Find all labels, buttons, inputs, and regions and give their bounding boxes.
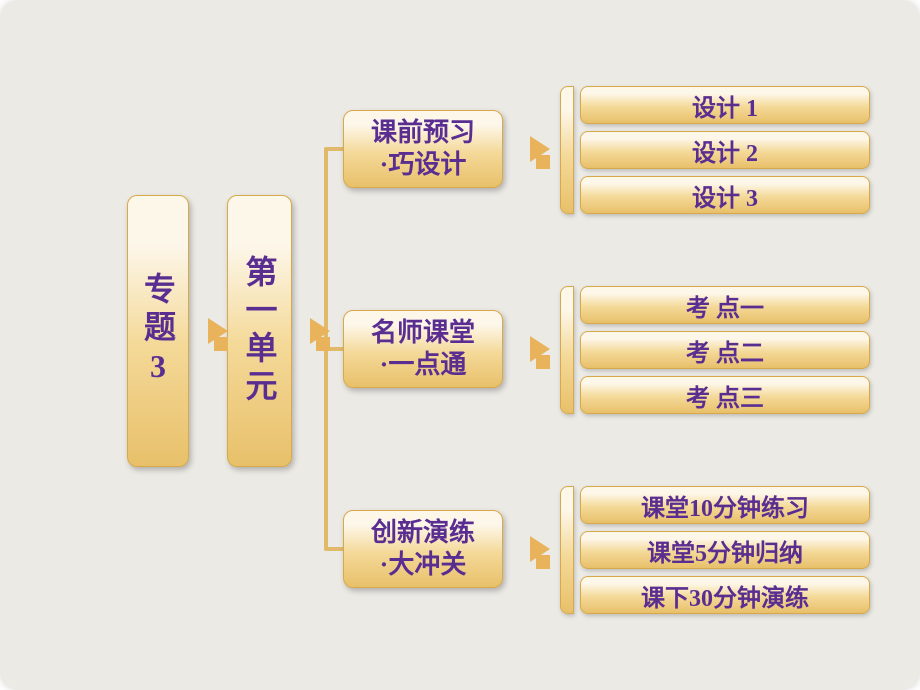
- diagram-canvas: 专题3 第一单元 课前预习 ·巧设计 名师课堂 ·一点通 创新演练 ·大冲关 设…: [0, 0, 920, 690]
- mid3-label: 创新演练 ·大冲关: [371, 517, 475, 582]
- leaf-label: 课堂5分钟归纳: [647, 533, 803, 568]
- arrow-icon: [310, 318, 330, 344]
- leaf-g3-2: 课下30分钟演练: [580, 576, 870, 614]
- unit-label: 第一单元: [237, 255, 283, 407]
- arrow-icon: [208, 318, 228, 344]
- arrow-icon: [530, 336, 550, 362]
- leaf-rail-3: [560, 486, 574, 614]
- mid2-label: 名师课堂 ·一点通: [371, 317, 475, 382]
- mid-node-2: 名师课堂 ·一点通: [343, 310, 503, 388]
- leaf-g2-2: 考 点三: [580, 376, 870, 414]
- leaf-g2-1: 考 点二: [580, 331, 870, 369]
- unit-node: 第一单元: [227, 195, 292, 467]
- leaf-g1-2: 设计 3: [580, 176, 870, 214]
- leaf-label: 课下30分钟演练: [641, 578, 809, 613]
- mid-node-1: 课前预习 ·巧设计: [343, 110, 503, 188]
- leaf-g3-0: 课堂10分钟练习: [580, 486, 870, 524]
- leaf-label: 考 点二: [686, 333, 764, 368]
- leaf-label: 设计 1: [692, 88, 758, 123]
- root-label: 专题3: [135, 272, 181, 390]
- root-node: 专题3: [127, 195, 189, 467]
- arrow-icon: [530, 136, 550, 162]
- leaf-label: 设计 2: [692, 133, 758, 168]
- arrow-icon: [530, 536, 550, 562]
- leaf-g1-0: 设计 1: [580, 86, 870, 124]
- leaf-rail-1: [560, 86, 574, 214]
- mid-node-3: 创新演练 ·大冲关: [343, 510, 503, 588]
- leaf-g3-1: 课堂5分钟归纳: [580, 531, 870, 569]
- leaf-label: 设计 3: [692, 178, 758, 213]
- leaf-g1-1: 设计 2: [580, 131, 870, 169]
- mid1-label: 课前预习 ·巧设计: [371, 117, 475, 182]
- leaf-label: 课堂10分钟练习: [641, 488, 809, 523]
- leaf-rail-2: [560, 286, 574, 414]
- leaf-label: 考 点一: [686, 288, 764, 323]
- leaf-label: 考 点三: [686, 378, 764, 413]
- leaf-g2-0: 考 点一: [580, 286, 870, 324]
